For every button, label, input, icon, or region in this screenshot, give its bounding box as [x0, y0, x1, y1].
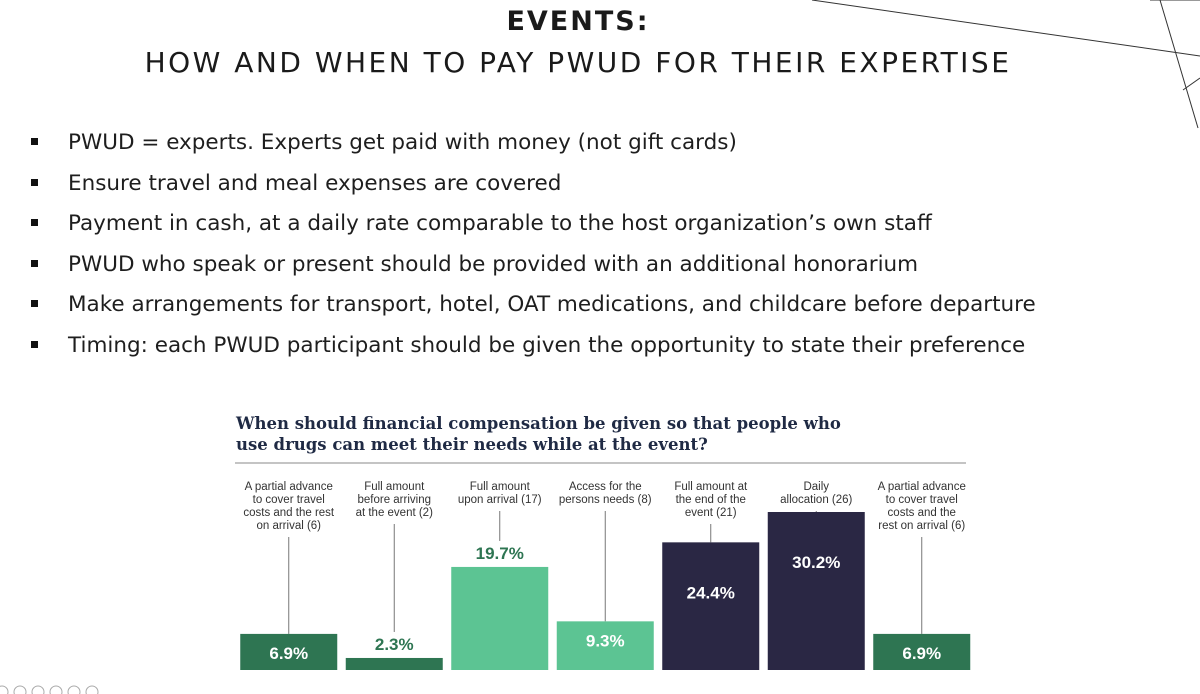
footer-icon [31, 685, 45, 694]
bar [556, 621, 654, 670]
chart-title: When should financial compensation be gi… [236, 414, 841, 454]
value-label: 24.4% [687, 583, 735, 602]
bullet-list: PWUD = experts. Experts get paid with mo… [26, 128, 1036, 371]
bullet-item: Make arrangements for transport, hotel, … [26, 290, 1036, 331]
value-label: 30.2% [792, 553, 840, 572]
bar [345, 657, 443, 670]
bullet-item: PWUD who speak or present should be prov… [26, 250, 1036, 291]
bullet-item: Payment in cash, at a daily rate compara… [26, 209, 1036, 250]
value-label: 9.3% [586, 631, 625, 650]
bullet-item: Timing: each PWUD participant should be … [26, 331, 1036, 372]
value-label: 19.7% [476, 544, 524, 563]
footer-icon [0, 685, 9, 694]
value-label: 6.9% [902, 644, 941, 663]
bullet-item: PWUD = experts. Experts get paid with mo… [26, 128, 1036, 169]
category-label: Access for the persons needs (8) [558, 481, 652, 506]
category-label: Full amount at the end of the event (21) [674, 481, 748, 519]
bar [767, 512, 865, 670]
category-label: Full amount upon arrival (17) [457, 481, 542, 506]
category-label: Daily allocation (26) [780, 481, 853, 506]
footer-icon [85, 685, 99, 694]
bar [873, 633, 971, 670]
footer-icon [13, 685, 27, 694]
decor-line [1182, 77, 1200, 91]
footer-icon [49, 685, 63, 694]
category-label: A partial advance to cover travel costs an… [243, 481, 335, 532]
decor-line [1159, 0, 1199, 129]
footer-icon [67, 685, 81, 694]
category-label: Full amount before arriving at the event (… [355, 481, 433, 519]
decor-line [811, 0, 1200, 57]
value-label: 6.9% [269, 644, 308, 663]
bar [662, 542, 760, 670]
bar [240, 633, 338, 670]
bar [451, 566, 549, 670]
value-label: 2.3% [375, 635, 414, 654]
slide-subtitle: HOW AND WHEN TO PAY PWUD FOR THEIR EXPER… [144, 46, 1012, 79]
category-label: A partial advance to cover travel costs an… [877, 481, 966, 532]
footer-icons [0, 685, 99, 694]
slide-title: EVENTS: [506, 6, 650, 37]
bullet-item: Ensure travel and meal expenses are cove… [26, 169, 1036, 210]
